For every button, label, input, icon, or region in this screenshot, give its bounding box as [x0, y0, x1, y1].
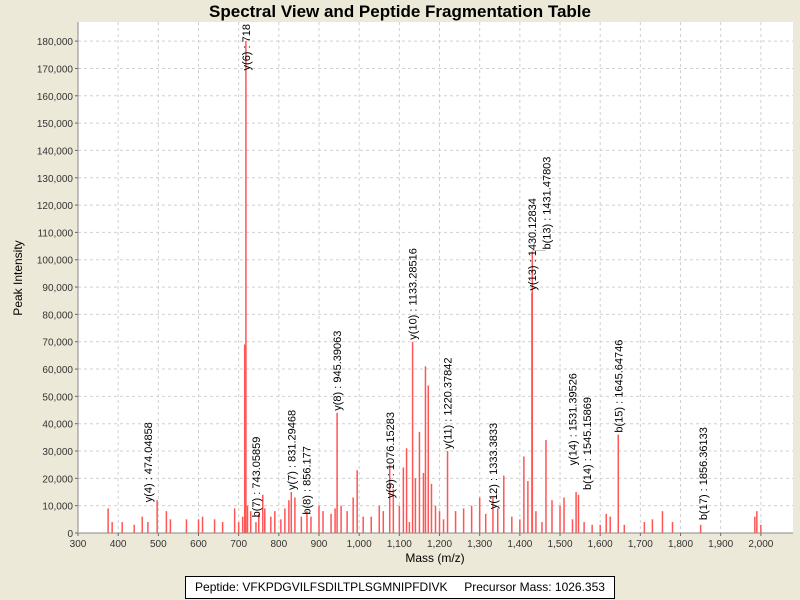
x-tick-label: 1,000 — [347, 539, 372, 550]
x-tick-label: 1,800 — [668, 539, 693, 550]
y-tick-label: 10,000 — [42, 502, 73, 513]
y-tick-label: 60,000 — [42, 365, 73, 376]
peak-annotation: b(7) : 743.05859 — [251, 437, 263, 518]
y-tick-label: 80,000 — [42, 310, 73, 321]
x-tick-label: 500 — [150, 539, 167, 550]
legend: Peptide: VFKPDGVILFSDILTPLSGMNIPFDIVK Pr… — [185, 576, 615, 599]
y-tick-label: 140,000 — [37, 146, 74, 157]
x-tick-label: 600 — [190, 539, 207, 550]
y-tick-label: 120,000 — [37, 201, 74, 212]
x-tick-label: 1,500 — [548, 539, 573, 550]
x-tick-label: 900 — [311, 539, 328, 550]
peak-annotation: b(17) : 1856.36133 — [698, 427, 710, 520]
peak-annotation: y(6) : 718 — [241, 24, 253, 70]
x-tick-label: 1,300 — [467, 539, 492, 550]
x-tick-label: 1,100 — [387, 539, 412, 550]
peak-annotation: y(11) : 1220.37842 — [443, 357, 455, 449]
y-tick-label: 20,000 — [42, 474, 73, 485]
peak-annotation: b(15) : 1645.64746 — [614, 340, 626, 433]
peak-annotation: b(8) : 856.177 — [301, 446, 313, 515]
grid — [77, 22, 793, 534]
x-axis-label: Mass (m/z) — [405, 551, 464, 565]
y-tick-label: 70,000 — [42, 338, 73, 349]
y-tick-label: 40,000 — [42, 420, 73, 431]
peaks — [107, 41, 762, 533]
chart-title: Spectral View and Peptide Fragmentation … — [209, 2, 591, 21]
y-tick-label: 0 — [67, 529, 73, 540]
annotations: y(4) : 474.04858 y(6) : 718 b(7) : 743.058… — [143, 24, 710, 520]
peak-annotation: y(4) : 474.04858 — [143, 422, 155, 502]
y-tick-label: 90,000 — [42, 283, 73, 294]
peak-annotation: y(9) : 1076.15283 — [385, 412, 397, 498]
y-tick-label: 30,000 — [42, 447, 73, 458]
y-tick-label: 50,000 — [42, 392, 73, 403]
y-axis-label: Peak Intensity — [11, 240, 25, 315]
x-tick-label: 1,200 — [427, 539, 452, 550]
peak-annotation: y(8) : 945.39063 — [332, 331, 344, 411]
axes: 0 10,000 20,000 30,000 40,000 50,000 60,000 70,… — [37, 22, 793, 550]
y-tick-label: 130,000 — [37, 174, 74, 185]
y-tick-label: 150,000 — [37, 119, 74, 130]
peak-annotation: b(14) : 1545.15869 — [582, 397, 594, 490]
legend-precursor: Precursor Mass: 1026.353 — [464, 580, 605, 594]
x-tick-label: 1,700 — [628, 539, 653, 550]
peak-annotation: y(10) : 1133.28516 — [408, 248, 420, 340]
x-tick-label: 300 — [70, 539, 87, 550]
peak-annotation: b(13) : 1431.47803 — [541, 157, 553, 250]
legend-peptide: Peptide: VFKPDGVILFSDILTPLSGMNIPFDIVK — [195, 580, 448, 594]
y-tick-label: 160,000 — [37, 92, 74, 103]
x-tick-label: 1,400 — [507, 539, 532, 550]
x-tick-label: 400 — [110, 539, 127, 550]
y-tick-label: 170,000 — [37, 64, 74, 75]
x-tick-label: 1,600 — [588, 539, 613, 550]
peak-annotation: y(12) : 1333.3833 — [488, 423, 500, 509]
peak-annotation: y(7) : 831.29468 — [286, 410, 298, 490]
y-tick-label: 100,000 — [37, 256, 74, 267]
x-tick-label: 2,000 — [748, 539, 773, 550]
x-tick-label: 1,900 — [708, 539, 733, 550]
y-tick-label: 110,000 — [38, 228, 74, 239]
y-tick-label: 180,000 — [37, 37, 74, 48]
peak-annotation: y(13) : 1430.12834 — [527, 198, 539, 290]
x-tick-label: 800 — [270, 539, 287, 550]
x-tick-label: 700 — [230, 539, 247, 550]
peak-annotation: y(14) : 1531.39526 — [568, 373, 580, 465]
plot-area — [78, 22, 793, 533]
